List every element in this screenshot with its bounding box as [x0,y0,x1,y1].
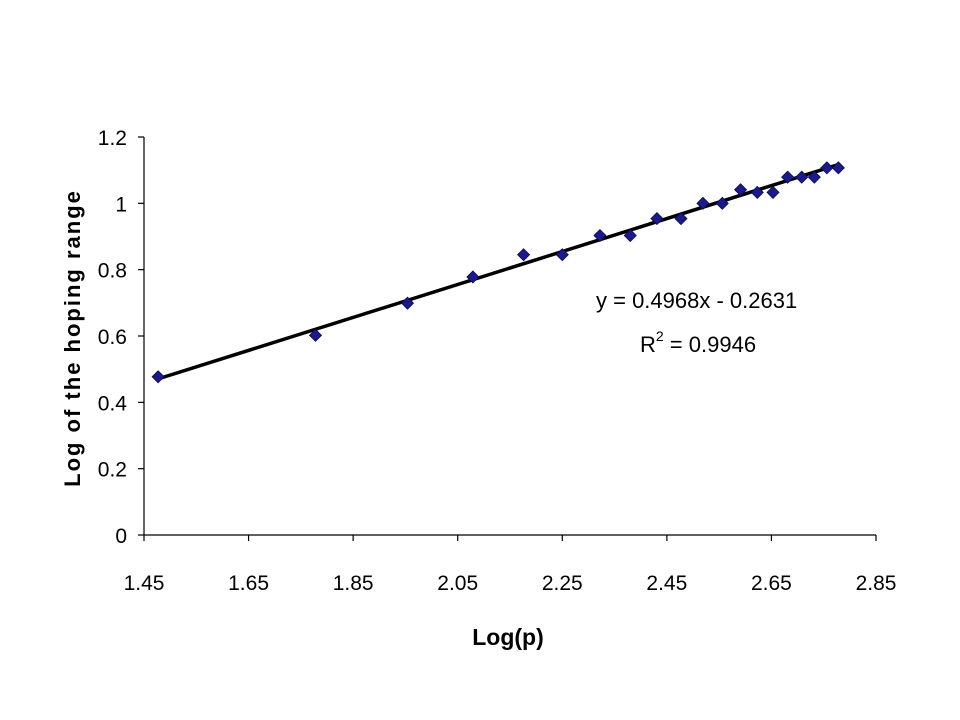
x-tick-label: 2.45 [646,572,687,595]
data-point [400,296,415,310]
data-point [650,212,664,226]
data-point [734,183,748,197]
data-point [715,196,729,210]
data-point [766,185,780,199]
data-point [795,170,809,184]
y-tick-label: 0.6 [98,326,127,349]
data-point [674,212,688,226]
axes [143,137,876,536]
data-point [593,228,607,243]
x-tick-label: 1.85 [333,572,374,595]
data-point [696,196,710,210]
r-squared-prefix: R [640,332,656,357]
x-tick-label: 2.85 [856,572,897,595]
data-point [308,328,323,342]
y-tick-label: 1 [115,193,127,216]
y-tick-label: 0 [115,525,127,548]
x-tick-label: 2.05 [437,572,478,595]
data-point [517,248,531,262]
data-points [151,161,845,384]
x-tick-label: 1.45 [124,572,165,595]
data-point [807,170,821,184]
trendline-equation: y = 0.4968x - 0.2631 [596,288,797,313]
y-tick-label: 0.2 [98,459,127,482]
x-ticks: 1.45 1.65 1.85 2.05 2.25 2.45 2.65 2.85 [124,535,897,595]
x-tick-label: 2.25 [542,572,583,595]
y-axis-label: Log of the hoping range [60,189,85,487]
x-tick-label: 2.65 [751,572,792,595]
data-point [831,161,845,175]
x-tick-label: 1.65 [228,572,269,595]
r-squared-label: R2 = 0.9946 [640,328,756,357]
y-ticks: 0 0.2 0.4 0.6 0.8 1 1.2 [98,127,144,548]
r-squared-superscript: 2 [656,328,664,344]
y-tick-label: 1.2 [98,127,127,150]
data-point [151,370,165,384]
data-point [781,170,795,184]
data-point [466,270,480,284]
data-point [750,185,764,199]
y-tick-label: 0.8 [98,260,127,283]
y-tick-label: 0.4 [98,392,128,415]
data-point [820,161,834,175]
r-squared-value: = 0.9946 [664,332,756,357]
data-point [555,248,569,262]
x-axis-label: Log(p) [472,624,544,650]
data-point [623,228,637,243]
